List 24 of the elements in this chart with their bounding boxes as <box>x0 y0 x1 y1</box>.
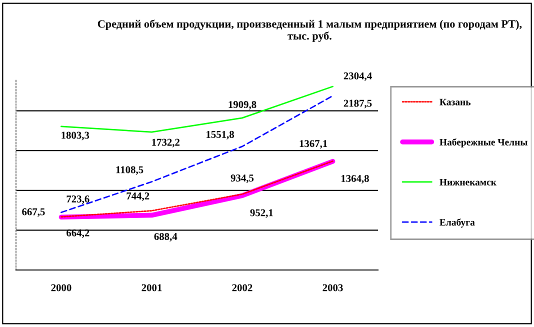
chart-title: Средний объем продукции, произведенный 1 малым предприятием (по городам РТ), тыс. руб. <box>98 20 522 42</box>
data-label: 1367,1 <box>300 140 328 149</box>
data-label: 952,1 <box>250 209 273 218</box>
data-label: 1803,3 <box>62 132 90 140</box>
data-label: 1732,2 <box>152 138 180 148</box>
data-label: 2187,5 <box>344 100 372 108</box>
data-label: 934,5 <box>230 174 254 184</box>
data-label: 1551,8 <box>206 130 234 140</box>
data-label: 688,4 <box>154 232 178 242</box>
data-label: 1364,8 <box>341 174 369 184</box>
legend-label: Нижнекамск <box>440 178 496 186</box>
data-label: 2304,4 <box>344 72 372 81</box>
x-tick-label: 2002 <box>232 284 252 292</box>
x-tick-label: 2001 <box>142 284 162 292</box>
data-label: 723,6 <box>66 195 90 204</box>
legend-label: Елабуга <box>440 218 475 228</box>
legend-label: Казань <box>440 98 471 106</box>
x-tick-label: 2000 <box>51 284 72 292</box>
x-tick-label: 2003 <box>322 284 343 292</box>
data-label: 1909,8 <box>228 101 256 110</box>
data-label: 744,2 <box>126 192 150 201</box>
legend-label: Набережные Челны <box>440 138 528 148</box>
data-label: 667,5 <box>22 208 45 217</box>
data-label: 1108,5 <box>116 166 144 175</box>
